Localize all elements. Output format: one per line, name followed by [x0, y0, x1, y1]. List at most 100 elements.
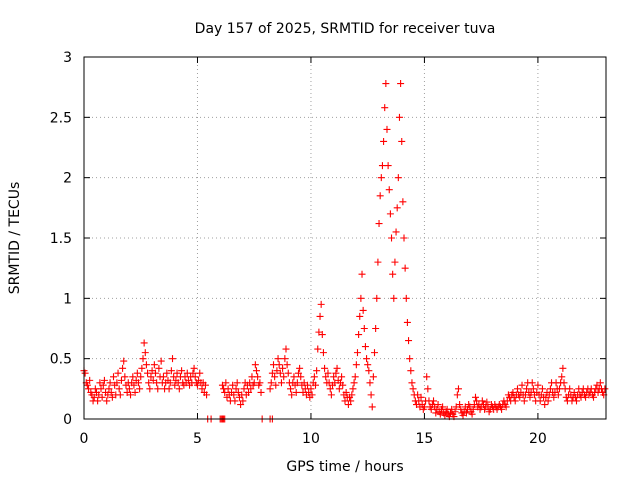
- data-point: [332, 369, 340, 377]
- data-point: [268, 369, 276, 377]
- data-point: [385, 186, 393, 194]
- data-point: [351, 373, 359, 381]
- data-point: [198, 385, 206, 393]
- data-point: [369, 373, 377, 381]
- data-point: [462, 409, 470, 417]
- data-point: [114, 369, 122, 377]
- data-point: [327, 391, 335, 399]
- data-point: [224, 385, 232, 393]
- data-point: [344, 401, 352, 409]
- data-point: [324, 369, 332, 377]
- data-point: [511, 397, 519, 405]
- data-point: [417, 393, 425, 401]
- data-point: [374, 258, 382, 266]
- data-point: [541, 401, 549, 409]
- data-point: [304, 381, 312, 389]
- data-point: [572, 397, 580, 405]
- data-point: [279, 364, 287, 372]
- data-point: [297, 373, 305, 381]
- data-point: [333, 364, 341, 372]
- data-point: [368, 403, 376, 411]
- data-point: [134, 379, 142, 387]
- data-point: [526, 393, 534, 401]
- data-point: [127, 391, 135, 399]
- data-point: [267, 379, 275, 387]
- data-point: [409, 385, 417, 393]
- data-point: [230, 391, 238, 399]
- data-point: [366, 379, 374, 387]
- data-point: [247, 385, 255, 393]
- data-point: [266, 385, 274, 393]
- data-point: [381, 104, 389, 112]
- data-point: [173, 369, 181, 377]
- data-point: [129, 373, 137, 381]
- data-point: [472, 393, 479, 401]
- y-tick-label: 0.5: [50, 352, 72, 368]
- data-point: [150, 361, 158, 369]
- data-point: [382, 80, 390, 88]
- data-point: [163, 369, 171, 377]
- data-point: [601, 385, 609, 393]
- data-point: [283, 361, 291, 369]
- data-point: [121, 373, 129, 381]
- data-point: [423, 373, 431, 381]
- data-point: [529, 385, 537, 393]
- data-point: [142, 361, 150, 369]
- data-point: [375, 220, 383, 228]
- data-point: [240, 385, 248, 393]
- data-point: [311, 381, 319, 389]
- x-tick-label: 20: [529, 431, 547, 447]
- data-point: [432, 409, 440, 417]
- data-point: [367, 391, 375, 399]
- data-point: [280, 373, 288, 381]
- data-point: [469, 405, 477, 413]
- data-point: [293, 379, 301, 387]
- data-point: [338, 373, 346, 381]
- data-point: [395, 113, 403, 121]
- data-point: [307, 385, 315, 393]
- y-tick-label: 1.5: [50, 231, 72, 247]
- data-point: [239, 397, 247, 405]
- data-point: [125, 385, 133, 393]
- x-tick-label: 15: [416, 431, 434, 447]
- data-point: [400, 234, 408, 242]
- data-point: [140, 339, 148, 347]
- data-point: [356, 312, 364, 320]
- data-point: [358, 270, 366, 278]
- data-point: [483, 398, 491, 406]
- data-point: [424, 385, 432, 393]
- data-point: [281, 355, 289, 363]
- y-tick-label: 1: [63, 291, 72, 307]
- data-point: [319, 349, 327, 357]
- data-point: [330, 373, 338, 381]
- data-point: [453, 391, 461, 399]
- data-point: [221, 388, 229, 396]
- x-tick-label: 10: [302, 431, 320, 447]
- data-point: [222, 379, 230, 387]
- data-point: [399, 198, 407, 206]
- data-point: [394, 174, 402, 182]
- data-point: [321, 364, 329, 372]
- data-point: [274, 355, 282, 363]
- data-point: [538, 385, 546, 393]
- data-point: [146, 385, 154, 393]
- data-point: [357, 294, 365, 302]
- data-point: [284, 369, 292, 377]
- data-point: [115, 385, 123, 393]
- x-axis-label: GPS time / hours: [286, 459, 403, 475]
- data-point: [159, 373, 167, 381]
- y-tick-label: 0: [63, 412, 72, 428]
- data-point: [317, 300, 325, 308]
- data-point: [498, 405, 506, 413]
- data-point: [310, 373, 318, 381]
- data-point: [406, 355, 414, 363]
- data-point: [441, 411, 449, 419]
- data-point: [178, 367, 186, 375]
- data-point: [349, 385, 357, 393]
- data-point: [100, 376, 108, 384]
- data-point: [167, 367, 175, 375]
- data-point: [350, 379, 358, 387]
- data-point: [139, 355, 147, 363]
- data-point: [144, 369, 152, 377]
